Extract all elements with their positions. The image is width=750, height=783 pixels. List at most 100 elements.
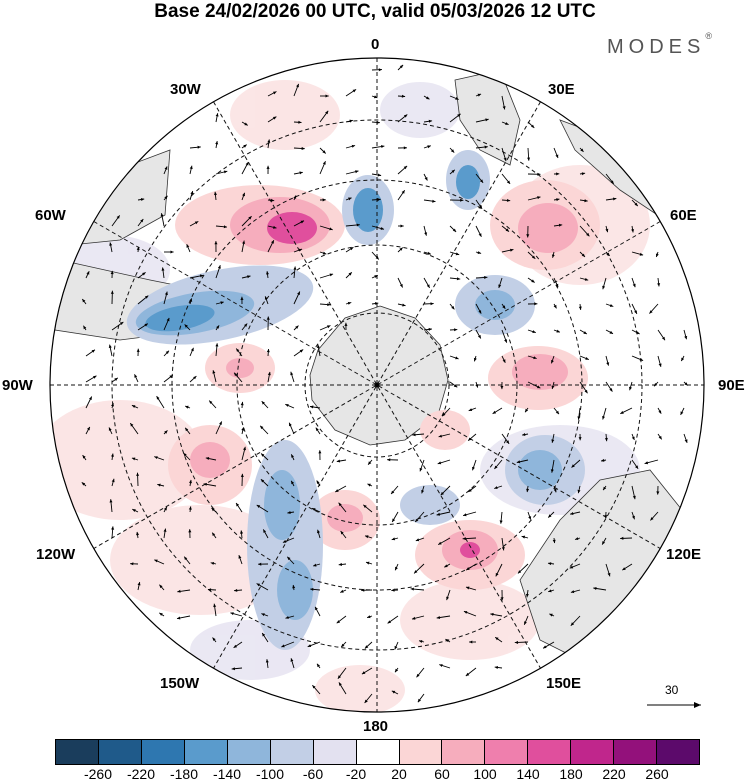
wind-arrowhead bbox=[415, 518, 419, 522]
wind-arrowhead bbox=[285, 404, 289, 407]
wind-arrowhead bbox=[472, 466, 475, 471]
wind-arrowhead bbox=[681, 357, 685, 362]
registered-mark: ® bbox=[705, 31, 712, 42]
colorbar-tick-label: 220 bbox=[602, 766, 626, 782]
lon-label-30e: 30E bbox=[548, 81, 575, 98]
wind-arrowhead bbox=[322, 251, 327, 255]
wind-arrowhead bbox=[241, 427, 245, 431]
wind-arrowhead bbox=[244, 122, 248, 126]
wind-arrowhead bbox=[412, 616, 416, 620]
lon-label-150e: 150E bbox=[546, 675, 582, 692]
wind-arrowhead bbox=[161, 267, 165, 271]
wind-arrowhead bbox=[403, 146, 407, 150]
wind-arrowhead bbox=[177, 589, 181, 593]
wind-arrowhead bbox=[248, 216, 252, 220]
wind-arrowhead bbox=[136, 246, 140, 251]
wind-arrowhead bbox=[318, 450, 322, 454]
wind-arrowhead bbox=[366, 561, 370, 565]
polar-stereographic-map bbox=[49, 57, 705, 713]
wind-arrowhead bbox=[570, 512, 574, 515]
wind-arrowhead bbox=[468, 408, 473, 411]
wind-arrowhead bbox=[282, 539, 287, 543]
wind-arrowhead bbox=[658, 435, 662, 440]
wind-arrowhead bbox=[325, 110, 329, 115]
wind-arrowhead bbox=[301, 146, 305, 150]
wind-arrowhead bbox=[132, 509, 136, 512]
wind-arrowhead bbox=[531, 124, 535, 128]
wind-arrowhead bbox=[312, 685, 316, 689]
wind-arrowhead bbox=[367, 483, 371, 487]
wind-arrowhead bbox=[315, 427, 319, 431]
wind-arrowhead bbox=[548, 589, 552, 593]
wind-arrowhead bbox=[551, 385, 555, 389]
colorbar-swatch bbox=[484, 740, 528, 764]
wind-arrowhead bbox=[322, 150, 326, 154]
wind-arrowhead bbox=[412, 433, 416, 437]
wind-arrowhead bbox=[134, 374, 138, 378]
wind-arrowhead bbox=[575, 537, 579, 540]
wind-arrowhead bbox=[558, 223, 563, 227]
wind-arrowhead bbox=[606, 362, 610, 366]
wind-arrowhead bbox=[183, 453, 187, 457]
wind-arrowhead bbox=[166, 317, 170, 322]
wind-arrowhead bbox=[502, 106, 506, 110]
wind-arrowhead bbox=[400, 224, 404, 228]
wind-arrowhead bbox=[136, 531, 140, 536]
wind-arrowhead bbox=[569, 565, 574, 569]
wind-arrowhead bbox=[527, 157, 531, 161]
wind-arrowhead bbox=[214, 191, 217, 196]
wind-arrowhead bbox=[602, 541, 606, 545]
wind-arrowhead bbox=[234, 588, 238, 592]
wind-arrowhead bbox=[215, 113, 219, 117]
wind-arrowhead bbox=[223, 170, 228, 174]
wind-arrowhead bbox=[298, 120, 302, 124]
colorbar-swatch bbox=[97, 740, 141, 764]
wind-arrowhead bbox=[193, 376, 197, 380]
wind-arrowhead bbox=[185, 405, 189, 409]
wind-arrowhead bbox=[313, 563, 317, 567]
wind-arrowhead bbox=[144, 295, 149, 299]
wind-arrowhead bbox=[610, 180, 614, 184]
wind-arrowhead bbox=[271, 240, 274, 244]
wind-arrowhead bbox=[215, 141, 219, 145]
wind-arrowhead bbox=[551, 254, 555, 258]
wind-arrowhead bbox=[531, 279, 535, 283]
wind-arrowhead bbox=[436, 512, 440, 516]
wind-arrowhead bbox=[130, 423, 134, 427]
wind-arrowhead bbox=[219, 421, 222, 425]
colorbar-swatch bbox=[355, 740, 399, 764]
modes-logo: MODES® bbox=[607, 31, 712, 59]
wind-arrowhead bbox=[622, 567, 626, 571]
wind-arrowhead bbox=[436, 616, 441, 619]
wind-arrowhead bbox=[111, 526, 115, 530]
wind-arrowhead bbox=[522, 433, 526, 436]
wind-arrowhead bbox=[401, 94, 406, 98]
reference-vector: 30 bbox=[645, 683, 705, 713]
lon-label-60w: 60W bbox=[35, 207, 66, 224]
wind-arrowhead bbox=[401, 190, 405, 194]
wind-arrowhead bbox=[510, 248, 514, 252]
wind-arrowhead bbox=[606, 252, 610, 256]
wind-arrowhead bbox=[355, 170, 359, 174]
wind-arrowhead bbox=[83, 325, 87, 330]
wind-arrowhead bbox=[424, 177, 428, 181]
wind-arrowhead bbox=[220, 301, 224, 305]
wind-arrowhead bbox=[634, 310, 637, 314]
wind-arrowhead bbox=[639, 358, 644, 361]
wind-arrowhead bbox=[450, 149, 455, 153]
wind-arrowhead bbox=[186, 244, 190, 248]
colorbar-tick-label: 180 bbox=[559, 766, 583, 782]
wind-arrowhead bbox=[240, 530, 244, 534]
wind-arrowhead bbox=[243, 446, 246, 451]
wind-arrowhead bbox=[548, 514, 552, 518]
wind-arrowhead bbox=[188, 529, 192, 533]
wind-arrowhead bbox=[316, 480, 320, 484]
wind-arrowhead bbox=[410, 587, 414, 591]
wind-arrowhead bbox=[240, 401, 244, 406]
wind-arrowhead bbox=[233, 644, 238, 648]
wind-arrowhead bbox=[293, 266, 297, 270]
wind-arrowhead bbox=[658, 410, 662, 414]
wind-arrowhead bbox=[490, 612, 494, 616]
wind-arrowhead bbox=[577, 416, 581, 420]
wind-arrowhead bbox=[93, 375, 97, 379]
